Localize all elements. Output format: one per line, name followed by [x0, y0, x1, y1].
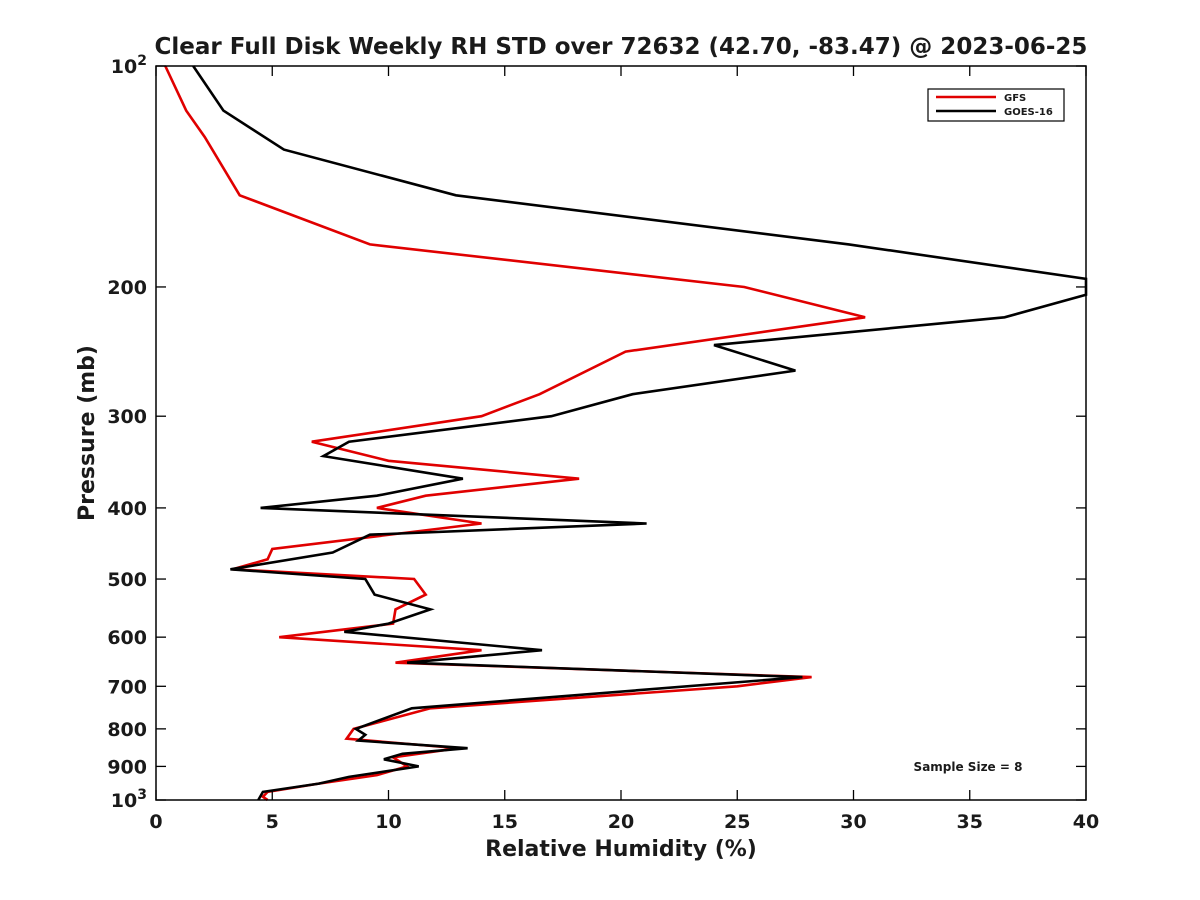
y-tick-label-base: 700 — [107, 676, 147, 698]
x-tick-label: 40 — [1073, 811, 1099, 833]
x-tick-label: 5 — [266, 811, 279, 833]
sample-size-annotation: Sample Size = 8 — [914, 760, 1023, 774]
y-tick-label-base: 500 — [107, 569, 147, 591]
legend-label: GFS — [1004, 93, 1026, 104]
y-tick-label: 800 — [107, 719, 147, 741]
x-tick-label: 30 — [840, 811, 866, 833]
series-layer — [164, 65, 1088, 802]
x-tick-label: 15 — [492, 811, 518, 833]
x-axis: 0 5 10 15 20 25 30 35 40 — [149, 66, 1099, 833]
x-tick-label: 25 — [724, 811, 750, 833]
y-tick-label-base: 600 — [107, 627, 147, 649]
legend-box — [927, 88, 1065, 122]
y-tick-label: 400 — [107, 498, 147, 520]
y-tick-label-base: 800 — [107, 719, 147, 741]
y-tick-label: 103 — [111, 787, 147, 812]
chart-title: Clear Full Disk Weekly RH STD over 72632… — [155, 34, 1088, 60]
y-tick-label: 300 — [107, 406, 147, 428]
y-tick-label-exponent: 3 — [137, 787, 147, 803]
y-tick-label: 200 — [107, 277, 147, 299]
y-tick-label-base: 300 — [107, 406, 147, 428]
y-tick-label-base: 400 — [107, 498, 147, 520]
x-tick-label: 20 — [608, 811, 634, 833]
legend-label: GOES-16 — [1004, 107, 1053, 118]
y-tick-label: 600 — [107, 627, 147, 649]
x-tick-label: 0 — [149, 811, 162, 833]
y-tick-label-base: 900 — [107, 756, 147, 778]
y-tick-label-base: 200 — [107, 277, 147, 299]
x-axis-label: Relative Humidity (%) — [485, 837, 757, 862]
y-tick-label: 900 — [107, 756, 147, 778]
series-line-goes-16 — [192, 65, 1088, 801]
y-tick-label: 102 — [111, 53, 147, 78]
x-tick-label: 10 — [375, 811, 401, 833]
y-tick-label-base: 10 — [111, 790, 137, 812]
y-tick-label: 700 — [107, 676, 147, 698]
x-tick-label: 35 — [957, 811, 983, 833]
y-tick-label-base: 10 — [111, 56, 137, 78]
y-tick-label: 500 — [107, 569, 147, 591]
y-axis-label: Pressure (mb) — [75, 345, 100, 521]
plot-frame — [155, 65, 1087, 801]
y-tick-label-exponent: 2 — [137, 53, 147, 69]
series-line-gfs — [164, 65, 866, 802]
legend: GFS GOES-16 — [927, 88, 1065, 122]
